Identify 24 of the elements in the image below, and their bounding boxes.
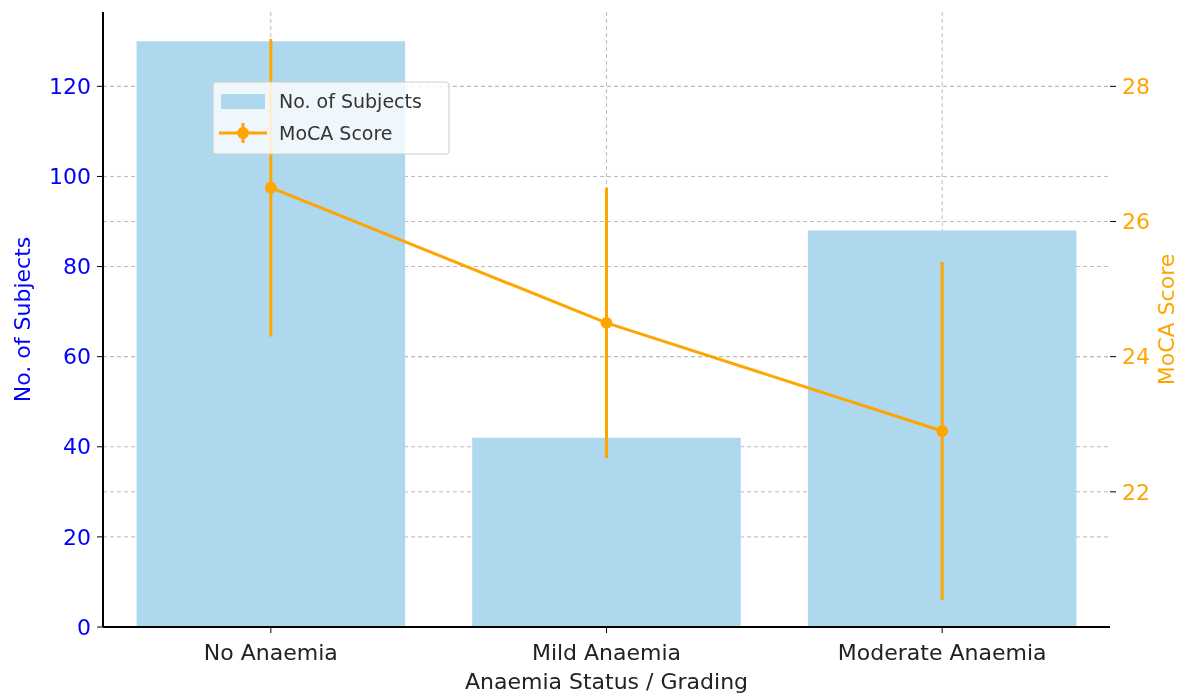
y-tick-label: 80 — [63, 254, 91, 280]
legend-label: No. of Subjects — [279, 89, 422, 112]
y-axis-title: No. of Subjects — [10, 236, 35, 403]
x-tick-label: Mild Anaemia — [531, 640, 682, 665]
bar — [807, 230, 1077, 627]
y2-axis-title: MoCA Score — [1154, 253, 1179, 386]
y-tick-label: 0 — [77, 614, 91, 640]
y-tick-label: 120 — [49, 74, 91, 100]
y-tick-label: 60 — [63, 344, 91, 370]
point — [600, 316, 613, 329]
y2-tick-label: 26 — [1122, 209, 1150, 235]
y2-tick-label: 24 — [1122, 344, 1150, 370]
bar — [472, 437, 741, 627]
y-tick-label: 20 — [63, 524, 91, 550]
y-tick-label: 100 — [49, 164, 91, 190]
x-tick-label: Moderate Anaemia — [837, 640, 1047, 665]
point — [936, 425, 949, 437]
x-tick-label: No Anaemia — [203, 640, 338, 665]
y-tick-label: 40 — [63, 434, 91, 460]
point — [264, 181, 277, 194]
y2-tick-label: 28 — [1122, 74, 1150, 100]
y2-tick-label: 22 — [1122, 479, 1150, 505]
legend-label: MoCA Score — [279, 121, 393, 144]
x-axis-title: Anaemia Status / Grading — [464, 669, 749, 693]
